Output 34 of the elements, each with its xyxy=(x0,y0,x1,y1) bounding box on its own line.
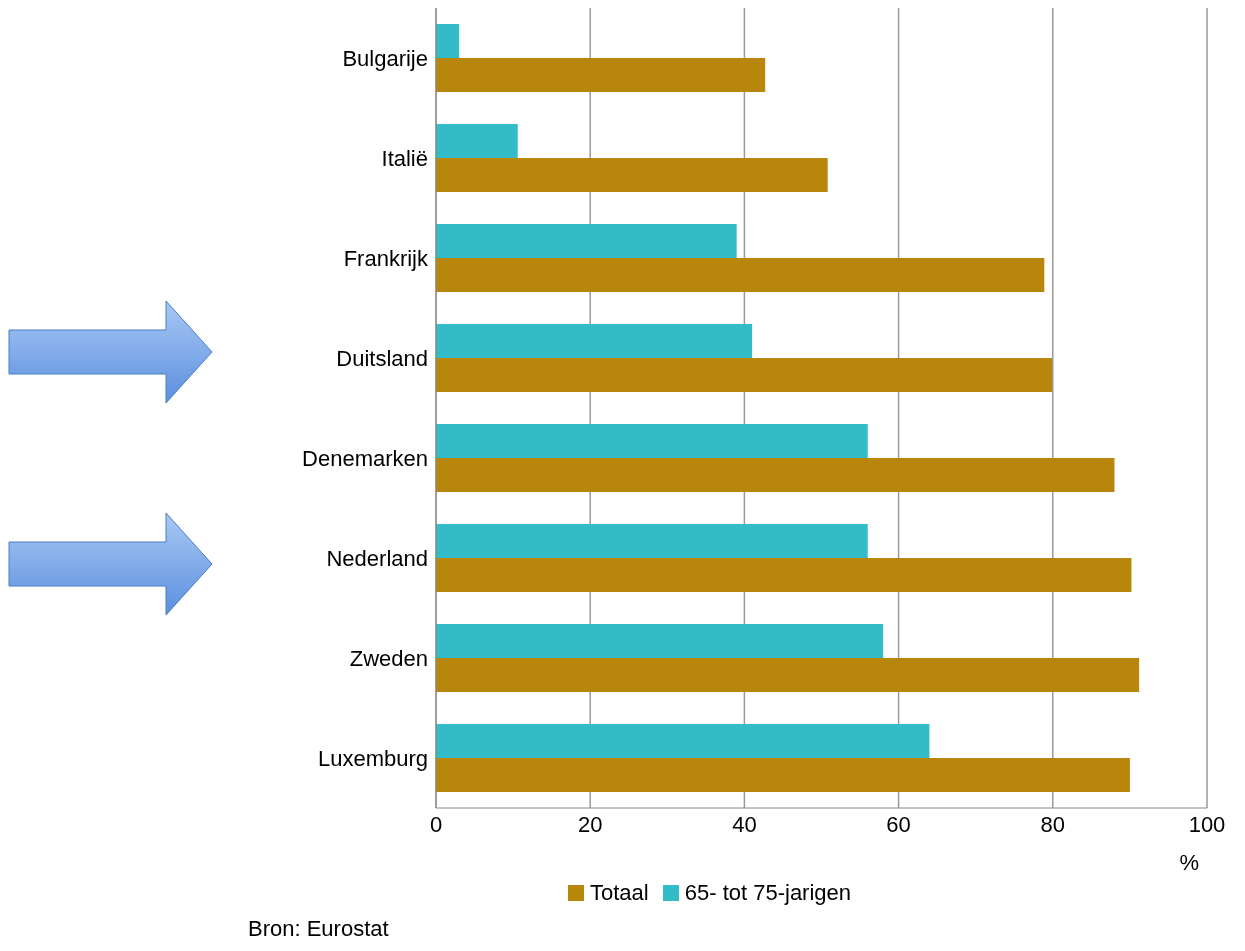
y-tick-label: Zweden xyxy=(349,645,428,671)
bar xyxy=(436,224,737,258)
bar xyxy=(436,324,753,358)
x-tick-label: 40 xyxy=(732,811,757,837)
x-tick-label: 80 xyxy=(1040,811,1066,837)
y-tick-label: Duitsland xyxy=(336,345,428,371)
bar xyxy=(436,24,460,58)
bar xyxy=(436,258,1045,292)
bar xyxy=(436,158,828,192)
bar xyxy=(436,358,1053,392)
x-axis-title: % xyxy=(1179,850,1199,875)
x-tick-label: 100 xyxy=(1188,811,1226,837)
legend-label: Totaal xyxy=(590,880,649,906)
bar xyxy=(436,124,518,158)
y-tick-label: Italië xyxy=(381,145,428,171)
bar xyxy=(436,58,766,92)
bar xyxy=(436,758,1130,792)
y-tick-label: Frankrijk xyxy=(343,245,429,271)
x-tick-label: 20 xyxy=(577,811,603,837)
bar xyxy=(436,558,1132,592)
bar xyxy=(436,524,868,558)
bar xyxy=(436,724,930,758)
bar xyxy=(436,424,868,458)
legend-label: 65- tot 75-jarigen xyxy=(684,880,852,906)
bar xyxy=(436,658,1140,692)
text: Bron: Eurostat xyxy=(248,916,389,942)
y-tick-label: Bulgarije xyxy=(342,45,428,71)
y-tick-label: Nederland xyxy=(326,545,428,571)
x-tick-label: 60 xyxy=(886,811,911,837)
bar xyxy=(436,458,1115,492)
y-tick-label: Denemarken xyxy=(302,445,428,471)
y-tick-label: Luxemburg xyxy=(317,745,428,771)
bar xyxy=(436,624,884,658)
x-tick-label: 0 xyxy=(429,811,443,837)
